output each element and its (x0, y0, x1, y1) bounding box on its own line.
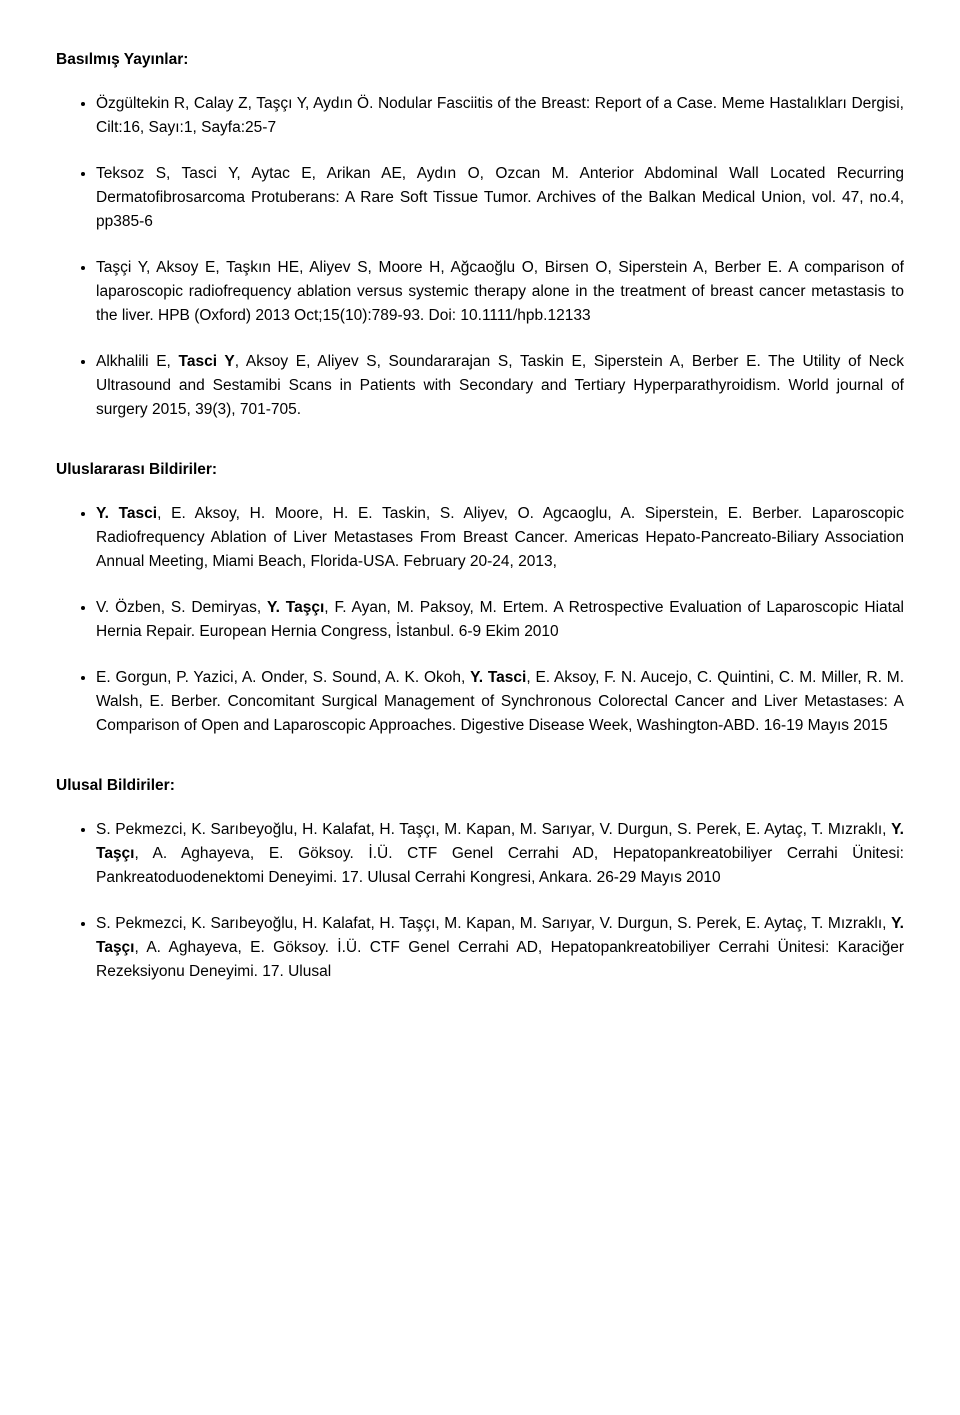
section-heading-printed: Basılmış Yayınlar: (56, 48, 904, 72)
list-item: S. Pekmezci, K. Sarıbeyoğlu, H. Kalafat,… (96, 818, 904, 890)
list-item: E. Gorgun, P. Yazici, A. Onder, S. Sound… (96, 666, 904, 738)
section-heading-national: Ulusal Bildiriler: (56, 774, 904, 798)
list-item: V. Özben, S. Demiryas, Y. Taşçı, F. Ayan… (96, 596, 904, 644)
printed-publications-list: Özgültekin R, Calay Z, Taşçı Y, Aydın Ö.… (56, 92, 904, 422)
international-publications-list: Y. Tasci, E. Aksoy, H. Moore, H. E. Task… (56, 502, 904, 738)
list-item: Teksoz S, Tasci Y, Aytac E, Arikan AE, A… (96, 162, 904, 234)
section-heading-international: Uluslararası Bildiriler: (56, 458, 904, 482)
list-item: Taşçi Y, Aksoy E, Taşkın HE, Aliyev S, M… (96, 256, 904, 328)
list-item: Y. Tasci, E. Aksoy, H. Moore, H. E. Task… (96, 502, 904, 574)
list-item: Alkhalili E, Tasci Y, Aksoy E, Aliyev S,… (96, 350, 904, 422)
national-publications-list: S. Pekmezci, K. Sarıbeyoğlu, H. Kalafat,… (56, 818, 904, 984)
list-item: Özgültekin R, Calay Z, Taşçı Y, Aydın Ö.… (96, 92, 904, 140)
list-item: S. Pekmezci, K. Sarıbeyoğlu, H. Kalafat,… (96, 912, 904, 984)
